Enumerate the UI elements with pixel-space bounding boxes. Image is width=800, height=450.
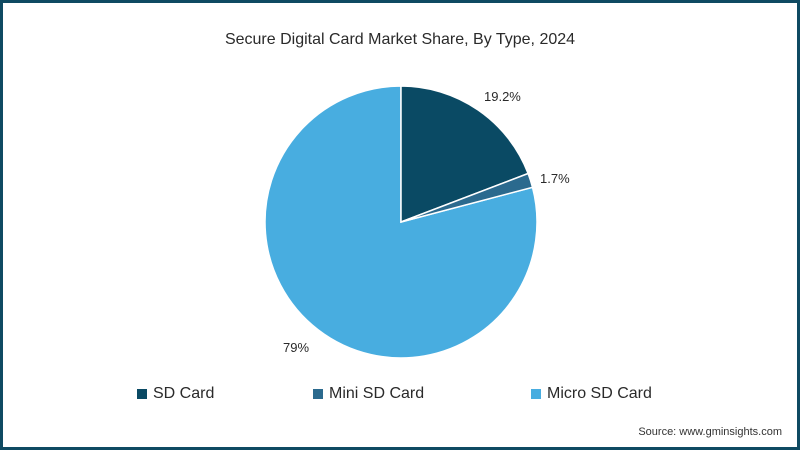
label-sd-card: 19.2% xyxy=(484,89,521,104)
legend-swatch-icon xyxy=(531,389,541,399)
legend-item-mini-sd-card: Mini SD Card xyxy=(313,385,424,403)
source-note: Source: www.gminsights.com xyxy=(638,426,782,438)
slice-mini-sd-card xyxy=(400,172,534,223)
legend-swatch-icon xyxy=(137,389,147,399)
legend-label: Micro SD Card xyxy=(547,385,652,402)
legend-swatch-icon xyxy=(313,389,323,399)
legend-label: Mini SD Card xyxy=(329,385,425,402)
legend-item-sd-card: SD Card xyxy=(137,385,214,403)
label-micro-sd-card: 79% xyxy=(283,340,310,355)
chart-title: Secure Digital Card Market Share, By Typ… xyxy=(224,31,576,48)
label-mini-sd-card: 1.7% xyxy=(540,171,570,186)
slice-sd-card xyxy=(400,85,530,224)
legend-item-micro-sd-card: Micro SD Card xyxy=(531,385,652,403)
legend-label: SD Card xyxy=(153,385,215,402)
